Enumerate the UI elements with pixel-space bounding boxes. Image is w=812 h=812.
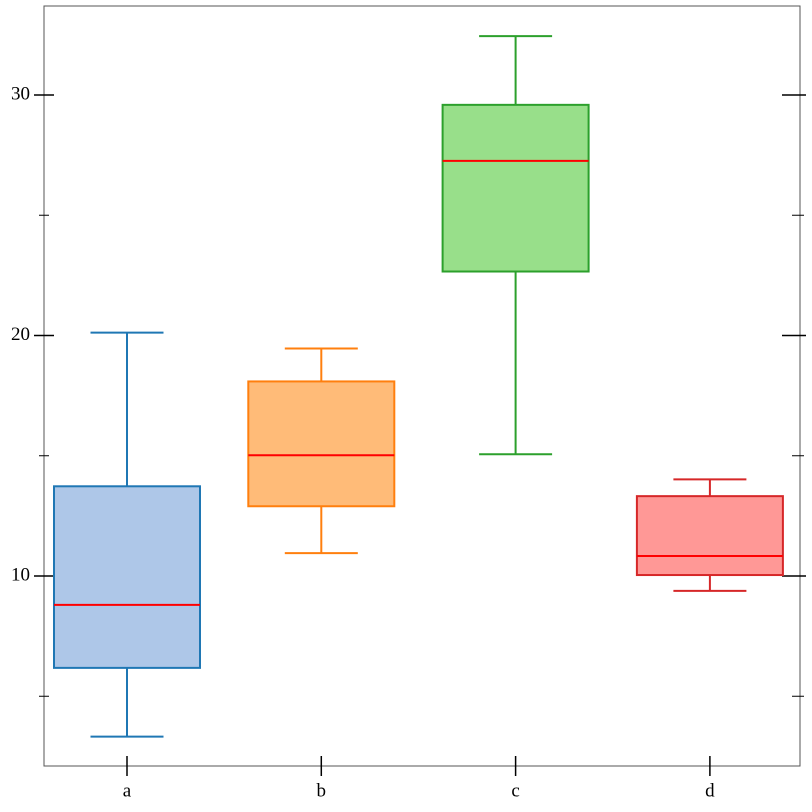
x-tick-label: c	[511, 780, 519, 801]
y-tick-label: 20	[11, 324, 30, 345]
box	[441, 103, 590, 273]
x-tick-label: d	[705, 780, 715, 801]
box	[53, 485, 201, 669]
box	[247, 380, 396, 508]
y-tick-label: 30	[11, 83, 30, 104]
box	[635, 495, 784, 577]
y-tick-label: 10	[11, 564, 30, 585]
plot-frame	[43, 5, 801, 767]
x-tick-label: a	[123, 780, 132, 801]
x-tick-label: b	[317, 780, 327, 801]
